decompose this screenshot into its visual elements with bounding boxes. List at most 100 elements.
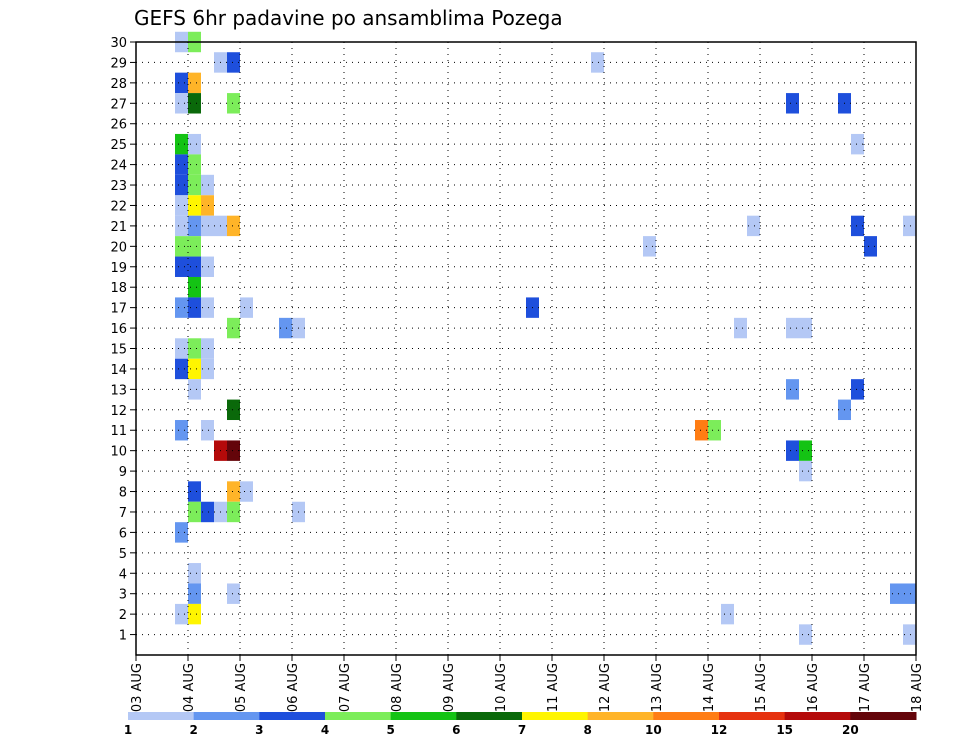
x-tick-label-08-aug: 08 AUG bbox=[390, 663, 405, 712]
x-tick-label-04-aug: 04 AUG bbox=[182, 663, 197, 712]
colorbar-segment-11 bbox=[850, 712, 917, 720]
colorbar-label-2: 2 bbox=[189, 723, 197, 737]
heatmap-cell-58 bbox=[851, 379, 864, 400]
heatmap-cell-49 bbox=[799, 317, 812, 339]
colorbar-segment-5 bbox=[456, 712, 523, 720]
chart-title: GEFS 6hr padavine po ansamblima Pozega bbox=[134, 6, 563, 30]
heatmap-cell-73 bbox=[188, 501, 201, 523]
heatmap-cell-19 bbox=[201, 174, 214, 196]
heatmap-cell-8 bbox=[188, 93, 201, 114]
heatmap-cell-68 bbox=[799, 440, 812, 461]
y-tick-label-29: 29 bbox=[110, 56, 127, 71]
y-tick-label-24: 24 bbox=[110, 159, 127, 174]
colorbar-label-6: 6 bbox=[452, 723, 460, 737]
heatmap-cell-44 bbox=[227, 317, 240, 339]
x-tick-label-03-aug: 03 AUG bbox=[130, 663, 145, 712]
colorbar-segment-6 bbox=[522, 712, 589, 720]
colorbar-segment-7 bbox=[587, 712, 654, 720]
y-tick-label-21: 21 bbox=[110, 220, 127, 235]
heatmap-cell-40 bbox=[188, 297, 201, 318]
heatmap-cell-57 bbox=[786, 379, 799, 400]
x-tick-label-06-aug: 06 AUG bbox=[286, 663, 301, 712]
grid-lines bbox=[136, 41, 916, 655]
heatmap-cell-20 bbox=[175, 195, 188, 216]
colorbar-segment-3 bbox=[325, 712, 392, 720]
colorbar-label-20: 20 bbox=[842, 723, 859, 737]
y-tick-label-14: 14 bbox=[110, 363, 127, 378]
x-tick-label-07-aug: 07 AUG bbox=[338, 663, 353, 712]
heatmap-cell-62 bbox=[201, 420, 214, 441]
heatmap-cell-88 bbox=[903, 624, 916, 645]
x-tick-label-11-aug: 11 AUG bbox=[546, 663, 561, 712]
heatmap-cell-7 bbox=[175, 93, 188, 114]
colorbar-segment-0 bbox=[128, 712, 195, 720]
x-tick-label-14-aug: 14 AUG bbox=[702, 663, 717, 712]
x-tick-label-10-aug: 10 AUG bbox=[494, 663, 509, 712]
heatmap-cell-5 bbox=[175, 72, 188, 94]
colorbar-segment-10 bbox=[784, 712, 851, 720]
heatmap-cell-64 bbox=[708, 420, 721, 441]
y-tick-label-16: 16 bbox=[110, 322, 127, 337]
colorbar-label-5: 5 bbox=[386, 723, 394, 737]
heatmap-cell-15 bbox=[175, 154, 188, 175]
heatmap-cell-24 bbox=[188, 215, 201, 237]
x-tick-label-13-aug: 13 AUG bbox=[650, 663, 665, 712]
heatmap-cell-66 bbox=[227, 440, 240, 461]
heatmap-cell-76 bbox=[227, 501, 240, 523]
y-tick-label-27: 27 bbox=[110, 97, 127, 112]
heatmap-cell-31 bbox=[175, 236, 188, 257]
x-tick-label-12-aug: 12 AUG bbox=[598, 663, 613, 712]
x-axis: 03 AUG 04 AUG 05 AUG 06 AUG 07 AUG 08 AUG 09 A… bbox=[130, 655, 925, 712]
x-tick-label-15-aug: 15 AUG bbox=[754, 663, 769, 712]
colorbar-label-1: 1 bbox=[124, 723, 132, 737]
y-tick-label-9: 9 bbox=[119, 465, 127, 480]
heatmap-cell-81 bbox=[227, 583, 240, 604]
heatmap-cell-45 bbox=[279, 317, 292, 339]
y-tick-label-7: 7 bbox=[119, 506, 127, 521]
heatmap-cell-22 bbox=[201, 195, 214, 216]
heatmap-cell-48 bbox=[786, 317, 799, 339]
heatmap-cell-36 bbox=[188, 256, 201, 277]
heatmap-cell-47 bbox=[734, 317, 747, 339]
heatmap-cell-63 bbox=[695, 420, 708, 441]
y-tick-label-11: 11 bbox=[110, 424, 127, 439]
colorbar-segment-2 bbox=[259, 712, 326, 720]
heatmap-cell-61 bbox=[175, 420, 188, 441]
y-tick-label-30: 30 bbox=[110, 36, 127, 51]
heatmap-cell-53 bbox=[175, 358, 188, 380]
y-axis: 1234567891011121314151617181920212223242… bbox=[110, 36, 136, 644]
colorbar-label-10: 10 bbox=[645, 723, 662, 737]
heatmap-cell-82 bbox=[890, 583, 903, 604]
heatmap-cell-52 bbox=[201, 338, 214, 359]
heatmap-cell-16 bbox=[188, 154, 201, 175]
x-tick-label-09-aug: 09 AUG bbox=[442, 663, 457, 712]
y-tick-label-10: 10 bbox=[110, 445, 127, 460]
heatmap-cell-69 bbox=[799, 460, 812, 482]
heatmap-cell-17 bbox=[175, 174, 188, 196]
heatmap-cell-56 bbox=[188, 379, 201, 400]
heatmap-cell-74 bbox=[201, 501, 214, 523]
heatmap-cell-28 bbox=[747, 215, 760, 237]
heatmap-cell-42 bbox=[240, 297, 253, 318]
y-tick-label-3: 3 bbox=[119, 588, 127, 603]
colorbar-label-15: 15 bbox=[776, 723, 793, 737]
heatmap-cell-12 bbox=[175, 133, 188, 155]
heatmap-cell-38 bbox=[188, 276, 201, 298]
heatmap-cell-10 bbox=[786, 93, 799, 114]
heatmap-cell-70 bbox=[188, 481, 201, 502]
heatmap-cells bbox=[175, 31, 916, 645]
x-tick-label-16-aug: 16 AUG bbox=[806, 663, 821, 712]
heatmap-cell-83 bbox=[903, 583, 916, 604]
y-tick-label-28: 28 bbox=[110, 77, 127, 92]
heatmap-cell-85 bbox=[188, 603, 201, 625]
heatmap-cell-32 bbox=[188, 236, 201, 257]
heatmap-cell-30 bbox=[903, 215, 916, 237]
heatmap-cell-9 bbox=[227, 93, 240, 114]
heatmap-cell-50 bbox=[175, 338, 188, 359]
y-tick-label-26: 26 bbox=[110, 118, 127, 133]
heatmap-cell-39 bbox=[175, 297, 188, 318]
heatmap-cell-72 bbox=[240, 481, 253, 502]
heatmap-cell-86 bbox=[721, 603, 734, 625]
y-tick-label-2: 2 bbox=[119, 608, 127, 623]
